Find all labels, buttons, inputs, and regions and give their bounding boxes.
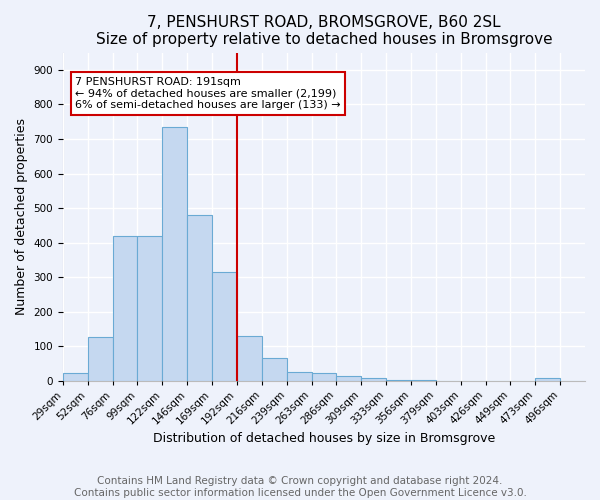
Text: Contains HM Land Registry data © Crown copyright and database right 2024.
Contai: Contains HM Land Registry data © Crown c… bbox=[74, 476, 526, 498]
Bar bbox=[535, 378, 560, 380]
Bar bbox=[63, 373, 88, 380]
Bar bbox=[237, 336, 262, 380]
Bar bbox=[137, 236, 163, 380]
Bar bbox=[113, 236, 137, 380]
Bar bbox=[163, 127, 187, 380]
X-axis label: Distribution of detached houses by size in Bromsgrove: Distribution of detached houses by size … bbox=[153, 432, 495, 445]
Bar bbox=[262, 358, 287, 380]
Bar bbox=[361, 378, 386, 380]
Bar bbox=[337, 376, 361, 380]
Bar bbox=[187, 215, 212, 380]
Text: 7 PENSHURST ROAD: 191sqm
← 94% of detached houses are smaller (2,199)
6% of semi: 7 PENSHURST ROAD: 191sqm ← 94% of detach… bbox=[76, 77, 341, 110]
Bar bbox=[88, 338, 113, 380]
Y-axis label: Number of detached properties: Number of detached properties bbox=[15, 118, 28, 315]
Bar bbox=[311, 373, 337, 380]
Title: 7, PENSHURST ROAD, BROMSGROVE, B60 2SL
Size of property relative to detached hou: 7, PENSHURST ROAD, BROMSGROVE, B60 2SL S… bbox=[95, 15, 552, 48]
Bar bbox=[212, 272, 237, 380]
Bar bbox=[287, 372, 311, 380]
